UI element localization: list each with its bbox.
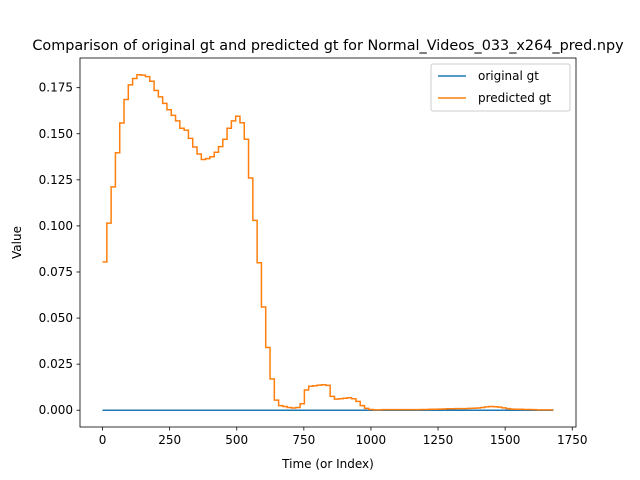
series-layer	[102, 74, 554, 411]
axis-layer: 0 250 500 750 1000 1250 1500 1750 0.000 0.025 0.05…	[39, 81, 588, 447]
x-tick-label: 750	[292, 433, 315, 447]
legend: original gt predicted gt	[430, 63, 571, 112]
y-tick-label: 0.175	[39, 81, 73, 95]
plot-area	[80, 58, 576, 427]
x-tick-label: 250	[158, 433, 181, 447]
y-tick-label: 0.100	[39, 219, 73, 233]
x-tick-label: 1250	[423, 433, 454, 447]
y-tick-label: 0.025	[39, 357, 73, 371]
x-tick-label: 1500	[490, 433, 521, 447]
y-tick-label: 0.075	[39, 265, 73, 279]
x-tick-label: 0	[99, 433, 107, 447]
legend-label-original-gt: original gt	[478, 69, 539, 83]
legend-label-predicted-gt: predicted gt	[478, 91, 551, 105]
x-axis-label: Time (or Index)	[281, 457, 374, 471]
series-line-predicted-gt	[102, 74, 554, 411]
y-tick-label: 0.000	[39, 403, 73, 417]
y-tick-label: 0.125	[39, 173, 73, 187]
y-tick-label: 0.150	[39, 127, 73, 141]
y-tick-label: 0.050	[39, 311, 73, 325]
x-tick-label: 500	[225, 433, 248, 447]
chart-title: Comparison of original gt and predicted …	[32, 38, 624, 54]
x-tick-label: 1000	[356, 433, 387, 447]
plot-frame	[79, 57, 577, 428]
y-axis-label: Value	[10, 226, 24, 259]
x-tick-label: 1750	[557, 433, 588, 447]
